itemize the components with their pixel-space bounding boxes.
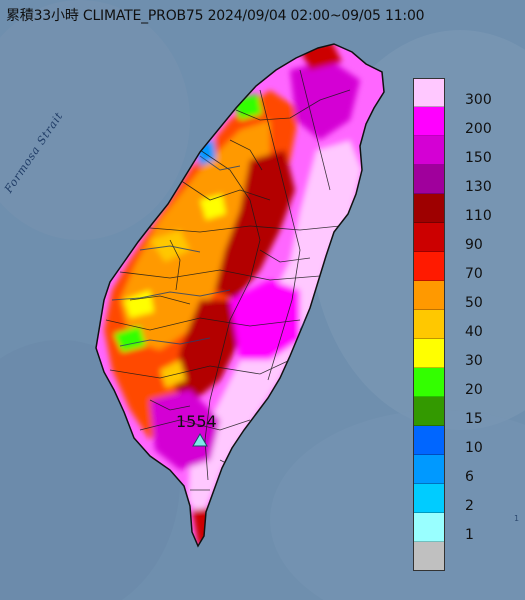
legend-label: 15 [465,411,483,427]
legend-swatch [414,542,444,571]
legend-swatch [414,339,444,368]
admin-boundaries [105,69,351,491]
legend-swatch [414,223,444,252]
legend-swatch [414,397,444,426]
legend-label: 10 [465,440,483,456]
legend-label: 70 [465,266,483,282]
legend-label: 50 [465,295,483,311]
legend-label: 40 [465,324,483,340]
rainfall-legend: 300 200 150 130 110 90 70 50 40 30 20 15 10 6 2 1 [412,78,524,572]
legend-label: 1 [465,527,474,543]
legend-swatch [414,513,444,542]
legend-label: 130 [465,179,492,195]
sea-texture [270,410,525,600]
legend-label: 90 [465,237,483,253]
legend-swatch [414,194,444,223]
map-title: 累積33小時 CLIMATE_PROB75 2024/09/04 02:00~0… [6,8,425,24]
legend-swatch [414,426,444,455]
legend-swatch [414,310,444,339]
legend-label: 110 [465,208,492,224]
legend-label: 6 [465,469,474,485]
legend-swatch [414,165,444,194]
legend-swatch [414,107,444,136]
sea-texture [0,0,190,240]
legend-label: 30 [465,353,483,369]
legend-label: 300 [465,92,492,108]
legend-swatch [414,78,444,107]
island-outline [95,43,385,548]
legend-swatch [414,281,444,310]
legend-label: 20 [465,382,483,398]
legend-label: 150 [465,150,492,166]
legend-swatch [414,252,444,281]
edge-mark: 1 [514,514,520,523]
legend-swatch [414,368,444,397]
legend-label: 200 [465,121,492,137]
legend-swatch [414,136,444,165]
legend-swatch [414,455,444,484]
legend-swatch [414,484,444,513]
max-station-value: 1554 [176,412,217,431]
station-triangle-icon [192,433,208,447]
legend-label: 2 [465,498,474,514]
